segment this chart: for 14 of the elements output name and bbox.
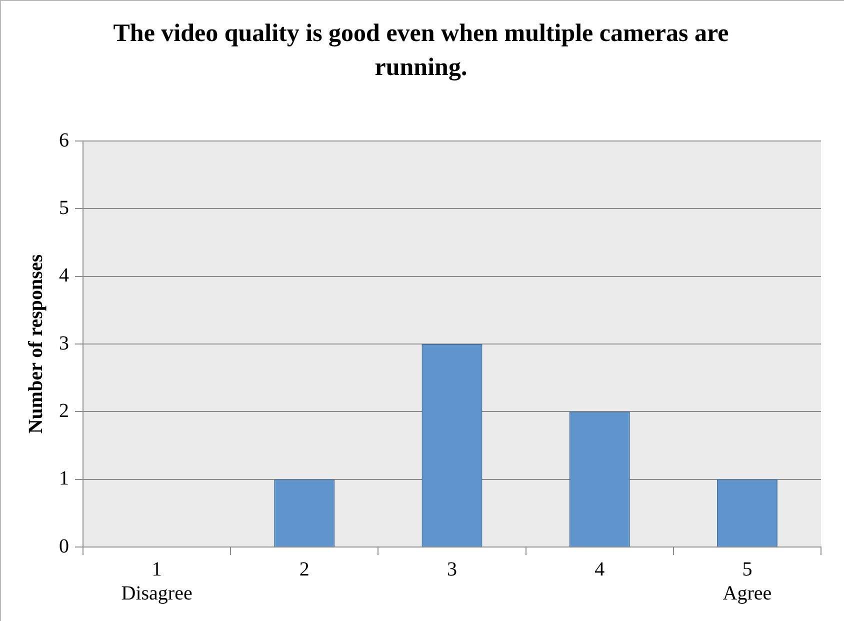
y-axis-title: Number of responses [25,254,48,434]
y-tick-label: 4 [59,264,69,287]
y-tick-label: 2 [59,400,69,422]
y-tick-label: 5 [59,196,69,219]
y-tick-label: 0 [59,535,69,558]
chart-title: The video quality is good even when multiple cameras are running. [112,19,730,83]
x-tick-label: 3 [447,558,457,580]
y-tick-label: 6 [59,129,69,152]
y-tick-label: 3 [59,332,69,354]
x-tick-label: 4 [594,558,605,580]
x-tick-label: 5 Agree [722,558,772,604]
x-tick-label: 2 [299,558,310,580]
y-tick-label: 1 [59,468,69,490]
x-tick-label: 1 Disagree [121,558,192,604]
